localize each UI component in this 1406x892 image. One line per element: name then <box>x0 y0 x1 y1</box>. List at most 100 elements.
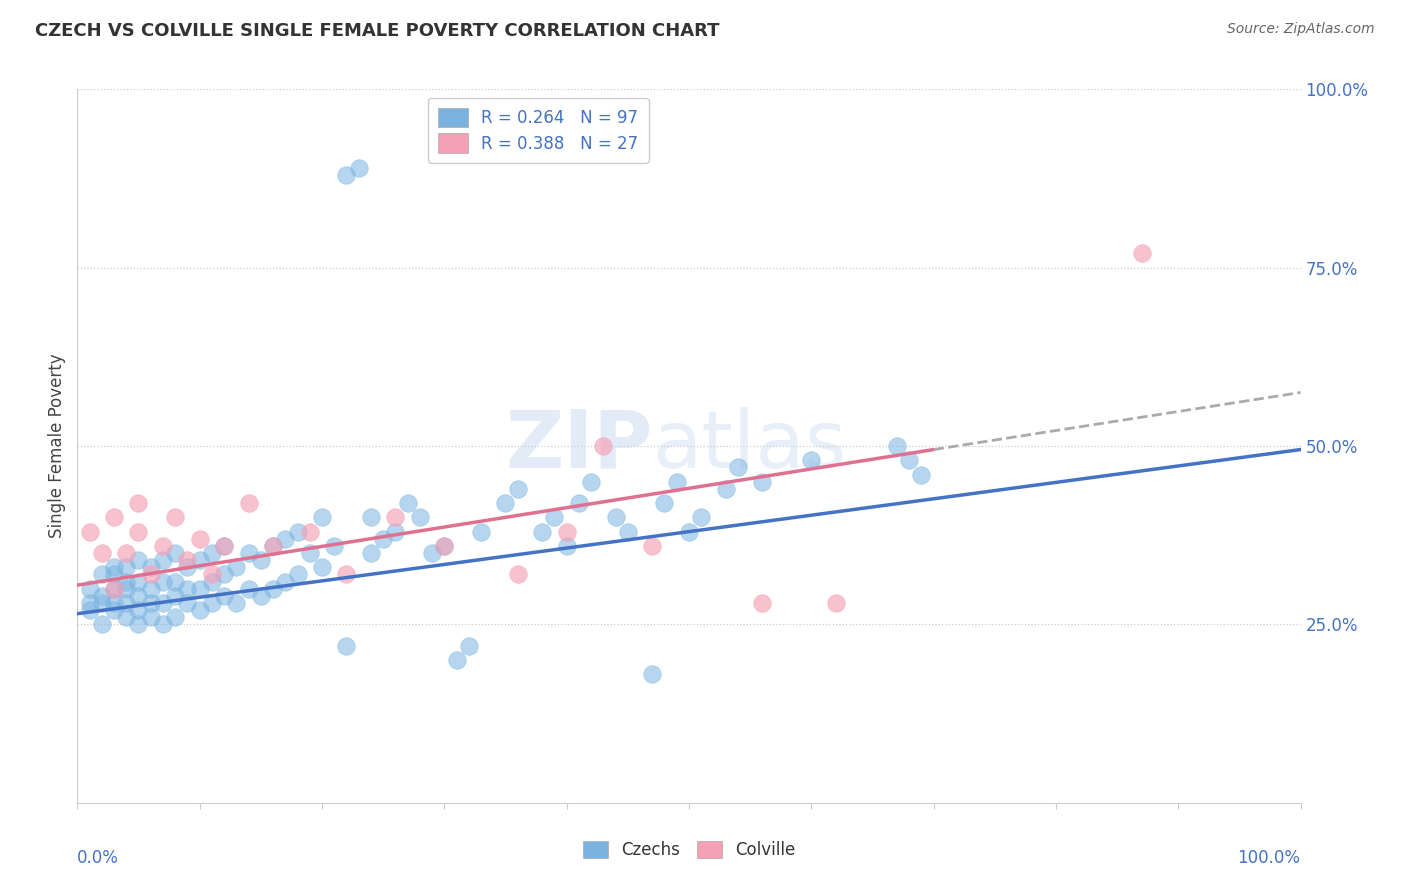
Point <box>592 439 614 453</box>
Point <box>176 553 198 567</box>
Point <box>886 439 908 453</box>
Text: 100.0%: 100.0% <box>1237 849 1301 867</box>
Point <box>298 524 321 539</box>
Point <box>360 510 382 524</box>
Point <box>433 539 456 553</box>
Point <box>1130 246 1153 260</box>
Point <box>751 475 773 489</box>
Point <box>898 453 921 467</box>
Point <box>384 524 406 539</box>
Point <box>555 524 578 539</box>
Point <box>360 546 382 560</box>
Point <box>165 574 187 589</box>
Point <box>139 567 162 582</box>
Point <box>201 546 224 560</box>
Point <box>90 596 112 610</box>
Point <box>654 496 676 510</box>
Point <box>678 524 700 539</box>
Point <box>225 560 247 574</box>
Point <box>165 589 187 603</box>
Point <box>311 560 333 574</box>
Point <box>311 510 333 524</box>
Point <box>176 560 198 574</box>
Point <box>420 546 443 560</box>
Legend: Czechs, Colville: Czechs, Colville <box>576 834 801 866</box>
Point <box>617 524 640 539</box>
Point <box>90 546 112 560</box>
Point <box>103 560 125 574</box>
Point <box>347 161 370 175</box>
Point <box>335 168 357 182</box>
Point <box>127 524 149 539</box>
Point <box>543 510 565 524</box>
Point <box>115 596 138 610</box>
Point <box>90 589 112 603</box>
Point <box>371 532 394 546</box>
Point <box>188 532 211 546</box>
Point <box>127 574 149 589</box>
Point <box>152 617 174 632</box>
Text: CZECH VS COLVILLE SINGLE FEMALE POVERTY CORRELATION CHART: CZECH VS COLVILLE SINGLE FEMALE POVERTY … <box>35 22 720 40</box>
Point <box>139 582 162 596</box>
Point <box>201 596 224 610</box>
Point <box>274 574 297 589</box>
Point <box>165 546 187 560</box>
Point <box>250 589 273 603</box>
Point <box>751 596 773 610</box>
Point <box>127 553 149 567</box>
Text: ZIP: ZIP <box>505 407 652 485</box>
Point <box>103 603 125 617</box>
Point <box>910 467 932 482</box>
Point <box>665 475 688 489</box>
Point <box>800 453 823 467</box>
Point <box>433 539 456 553</box>
Point <box>139 610 162 624</box>
Point <box>287 567 309 582</box>
Point <box>531 524 554 539</box>
Point <box>79 596 101 610</box>
Point <box>139 596 162 610</box>
Point <box>152 596 174 610</box>
Point <box>79 524 101 539</box>
Point <box>298 546 321 560</box>
Point <box>446 653 468 667</box>
Point <box>188 582 211 596</box>
Point <box>238 546 260 560</box>
Point <box>690 510 713 524</box>
Point <box>212 539 235 553</box>
Point <box>212 539 235 553</box>
Point <box>79 603 101 617</box>
Point <box>396 496 419 510</box>
Point <box>90 567 112 582</box>
Point <box>127 496 149 510</box>
Point <box>188 553 211 567</box>
Point <box>457 639 479 653</box>
Text: 0.0%: 0.0% <box>77 849 120 867</box>
Point <box>103 582 125 596</box>
Point <box>165 610 187 624</box>
Point <box>152 539 174 553</box>
Point <box>287 524 309 539</box>
Point <box>409 510 432 524</box>
Point <box>127 617 149 632</box>
Point <box>506 482 529 496</box>
Point <box>470 524 492 539</box>
Point <box>103 510 125 524</box>
Text: Source: ZipAtlas.com: Source: ZipAtlas.com <box>1227 22 1375 37</box>
Y-axis label: Single Female Poverty: Single Female Poverty <box>48 354 66 538</box>
Point <box>201 574 224 589</box>
Point <box>274 532 297 546</box>
Point <box>115 582 138 596</box>
Text: atlas: atlas <box>652 407 846 485</box>
Point <box>225 596 247 610</box>
Point <box>103 567 125 582</box>
Point <box>115 574 138 589</box>
Point <box>579 475 602 489</box>
Point <box>212 589 235 603</box>
Point <box>238 496 260 510</box>
Point <box>250 553 273 567</box>
Point <box>323 539 346 553</box>
Point <box>335 639 357 653</box>
Point <box>115 610 138 624</box>
Point <box>103 582 125 596</box>
